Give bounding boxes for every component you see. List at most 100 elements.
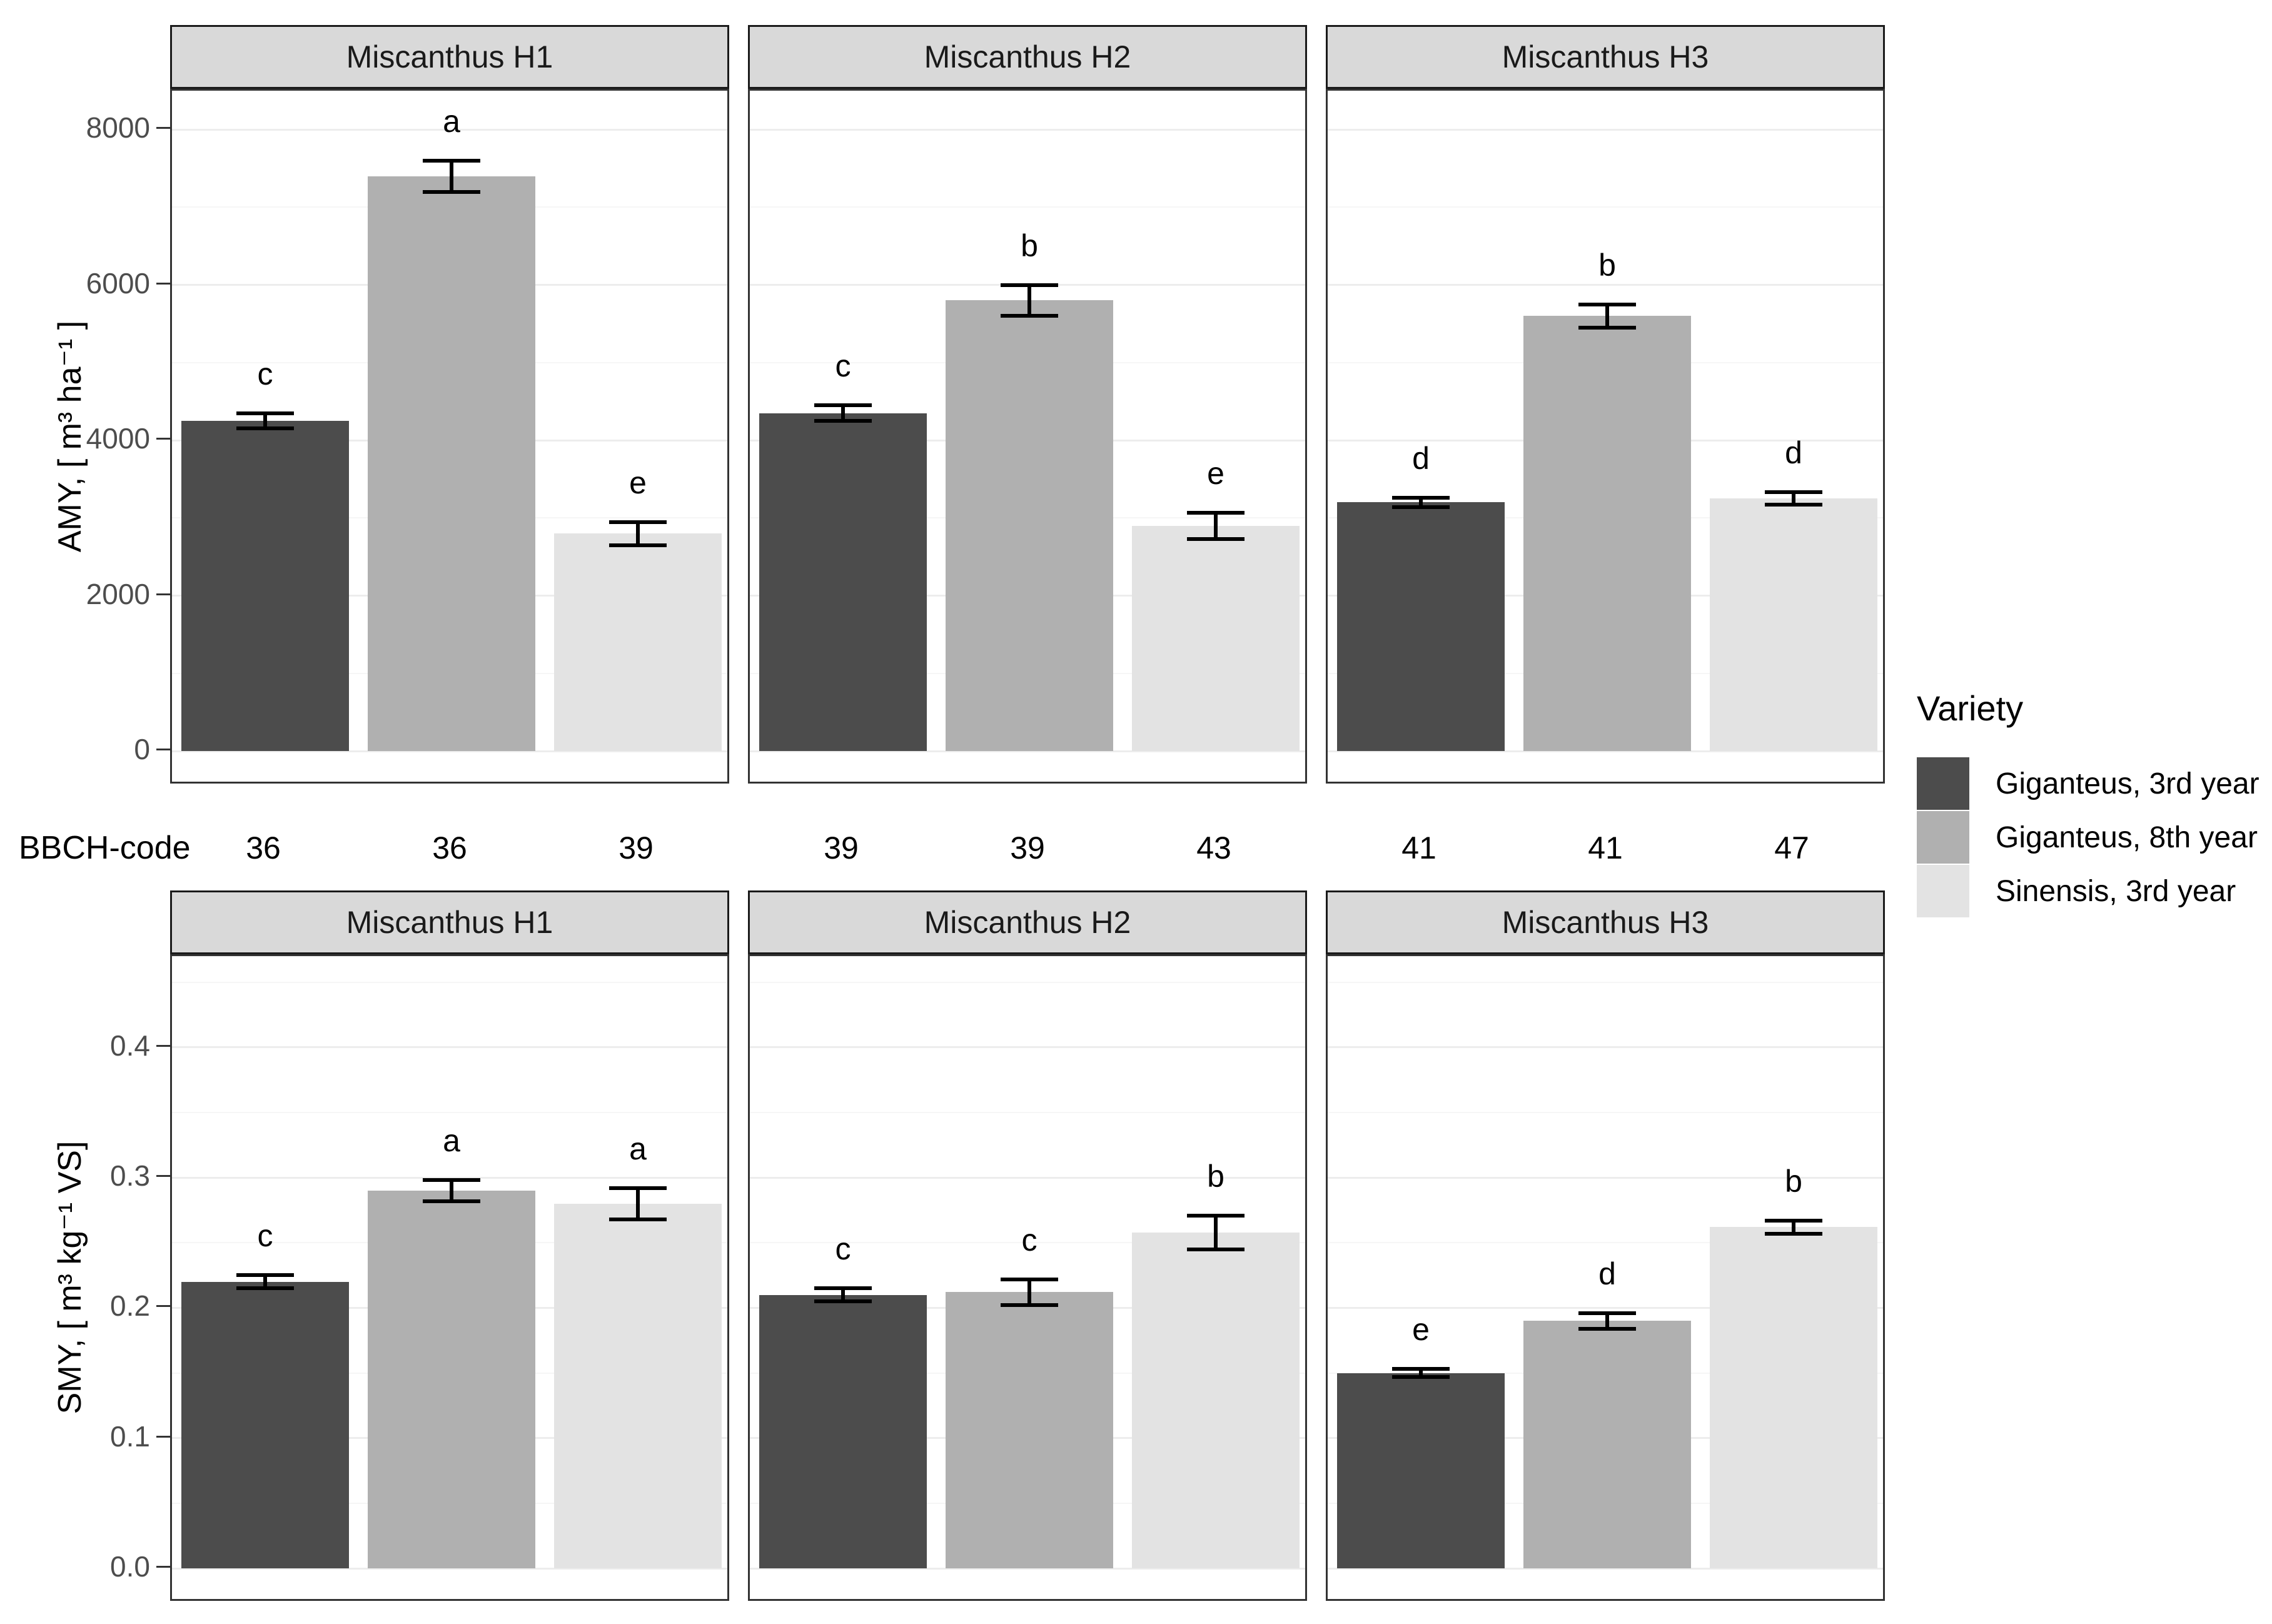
bar — [554, 1203, 722, 1568]
error-bar-cap — [1187, 510, 1245, 515]
error-bar-cap — [1001, 1303, 1058, 1308]
gridline-minor — [172, 981, 727, 983]
error-bar-cap — [236, 1286, 294, 1291]
bbch-code-value: 41 — [1588, 830, 1623, 865]
error-bar-cap — [609, 520, 667, 524]
error-bar-cap — [423, 1178, 480, 1183]
facet-strip: Miscanthus H1 — [170, 25, 729, 89]
y-axis-tick — [156, 749, 170, 750]
error-bar-cap — [1578, 325, 1636, 330]
legend-item: Giganteus, 8th year — [1917, 811, 2259, 864]
y-axis-tick — [156, 593, 170, 595]
significance-letter: b — [1598, 247, 1616, 283]
legend-title: Variety — [1917, 688, 2024, 728]
facet-strip-title: Miscanthus H1 — [346, 905, 553, 940]
error-bar-cap — [1187, 1213, 1245, 1218]
error-bar-stem — [1605, 304, 1609, 328]
bar — [1523, 316, 1691, 751]
y-axis-tick-label: 0.0 — [110, 1550, 150, 1583]
gridline-major — [750, 1176, 1305, 1179]
bbch-code-value: 36 — [246, 830, 281, 865]
legend: Variety Giganteus, 3rd year Giganteus, 8t… — [1917, 688, 2259, 919]
error-bar-cap — [1765, 1218, 1822, 1223]
error-bar-cap — [1765, 503, 1822, 507]
gridline-major — [172, 750, 727, 752]
significance-letter: d — [1598, 1256, 1616, 1291]
error-bar-stem — [1792, 492, 1795, 505]
legend-item-label: Giganteus, 8th year — [1996, 820, 2258, 854]
gridline-major — [172, 1176, 727, 1179]
error-bar-stem — [1214, 1215, 1218, 1249]
error-bar-cap — [1765, 1231, 1822, 1236]
bar — [759, 413, 927, 751]
significance-letter: d — [1785, 435, 1802, 471]
legend-swatch — [1917, 865, 1969, 917]
bbch-code-value: 39 — [618, 830, 654, 865]
bar — [1132, 1232, 1300, 1568]
facet-panel: c b e — [748, 89, 1307, 784]
y-axis-tick-label: 6000 — [86, 266, 150, 300]
error-bar-cap — [1392, 1367, 1450, 1371]
bar — [181, 421, 349, 751]
error-bar-cap — [236, 426, 294, 431]
facet-strip: Miscanthus H3 — [1326, 890, 1885, 954]
error-bar-stem — [1419, 1369, 1423, 1377]
facet-panel: c c b — [748, 954, 1307, 1601]
significance-letter: c — [835, 348, 851, 384]
significance-letter: c — [257, 1218, 273, 1254]
y-axis-tick — [156, 438, 170, 440]
gridline-major — [750, 128, 1305, 131]
facet-panel: e d b — [1326, 954, 1885, 1601]
bbch-code-value: 39 — [824, 830, 859, 865]
error-bar-cap — [236, 1273, 294, 1278]
gridline-minor — [1328, 1242, 1883, 1244]
y-axis-tick-label: 0.3 — [110, 1159, 150, 1193]
facet-strip-title: Miscanthus H1 — [346, 39, 553, 74]
bar — [1523, 1321, 1691, 1568]
bar — [759, 1294, 927, 1568]
error-bar-stem — [263, 413, 267, 429]
gridline-major — [1328, 1046, 1883, 1049]
error-bar-stem — [841, 1288, 845, 1301]
error-bar-cap — [423, 1199, 480, 1203]
facet-panel: c a a — [170, 954, 729, 1601]
error-bar-stem — [450, 1180, 453, 1201]
error-bar-stem — [1419, 497, 1423, 507]
facet-strip-title: Miscanthus H2 — [924, 39, 1131, 74]
error-bar-cap — [423, 158, 480, 163]
bar — [1710, 498, 1877, 751]
error-bar-cap — [1392, 505, 1450, 509]
bar — [1337, 502, 1505, 751]
error-bar-cap — [814, 1286, 872, 1291]
facet-panel: d b d — [1326, 89, 1885, 784]
error-bar-stem — [263, 1275, 267, 1289]
significance-letter: c — [1021, 1222, 1038, 1258]
error-bar-stem — [1214, 512, 1218, 539]
error-bar-cap — [1578, 1311, 1636, 1315]
significance-letter: e — [1412, 1312, 1430, 1348]
gridline-major — [1328, 1176, 1883, 1179]
y-axis-tick — [156, 127, 170, 129]
bar — [1710, 1227, 1877, 1568]
y-axis-tick-label: 0.1 — [110, 1420, 150, 1453]
error-bar-cap — [236, 411, 294, 415]
significance-letter: a — [443, 103, 460, 139]
gridline-minor — [1328, 981, 1883, 983]
bar — [1337, 1373, 1505, 1568]
significance-letter: c — [257, 356, 273, 391]
gridline-minor — [1328, 206, 1883, 208]
significance-letter: b — [1207, 1158, 1224, 1194]
error-bar-cap — [814, 419, 872, 423]
error-bar-cap — [1578, 1326, 1636, 1331]
gridline-major — [172, 1567, 727, 1570]
error-bar-cap — [1392, 1374, 1450, 1379]
error-bar-cap — [1187, 537, 1245, 541]
facet-strip-title: Miscanthus H3 — [1502, 905, 1709, 940]
error-bar-cap — [423, 189, 480, 194]
gridline-minor — [750, 206, 1305, 208]
y-axis-tick — [156, 1566, 170, 1568]
error-bar-cap — [1187, 1247, 1245, 1251]
y-axis-tick — [156, 1044, 170, 1047]
bbch-code-value: 47 — [1774, 830, 1809, 865]
